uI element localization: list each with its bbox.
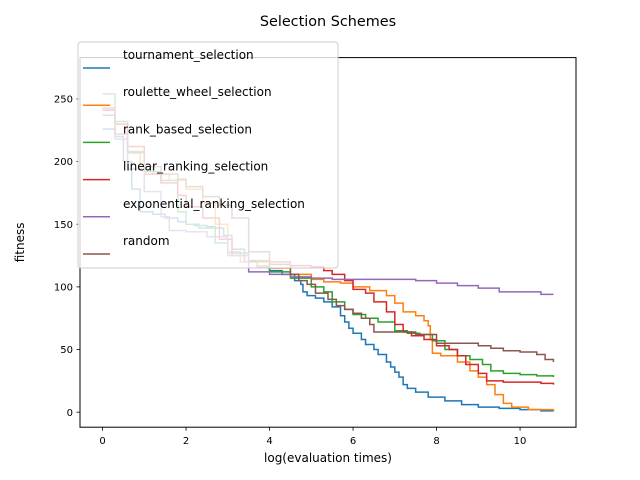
legend-label-5: random: [123, 234, 170, 248]
legend: tournament_selection roulette_wheel_selec…: [77, 41, 339, 269]
x-axis-label: log(evaluation times): [264, 451, 392, 465]
y-tick-label: 250: [54, 95, 73, 106]
legend-box: [77, 41, 339, 269]
y-tick-label: 100: [54, 282, 73, 293]
legend-label-3: linear_ranking_selection: [123, 160, 268, 174]
x-tick-label: 2: [183, 436, 189, 447]
y-axis-label: fitness: [13, 223, 27, 263]
legend-label-1: roulette_wheel_selection: [123, 85, 272, 99]
x-tick-label: 8: [433, 436, 439, 447]
legend-label-0: tournament_selection: [123, 48, 254, 62]
chart-title: Selection Schemes: [260, 14, 396, 30]
y-tick-label: 150: [54, 220, 73, 231]
legend-label-4: exponential_ranking_selection: [123, 197, 305, 211]
x-tick-label: 0: [99, 436, 105, 447]
y-tick-label: 200: [54, 157, 73, 168]
x-tick-label: 6: [350, 436, 356, 447]
legend-label-2: rank_based_selection: [123, 122, 252, 136]
x-tick-label: 10: [514, 436, 527, 447]
y-tick-label: 50: [60, 345, 73, 356]
x-tick-label: 4: [266, 436, 272, 447]
y-tick-label: 0: [67, 408, 73, 419]
